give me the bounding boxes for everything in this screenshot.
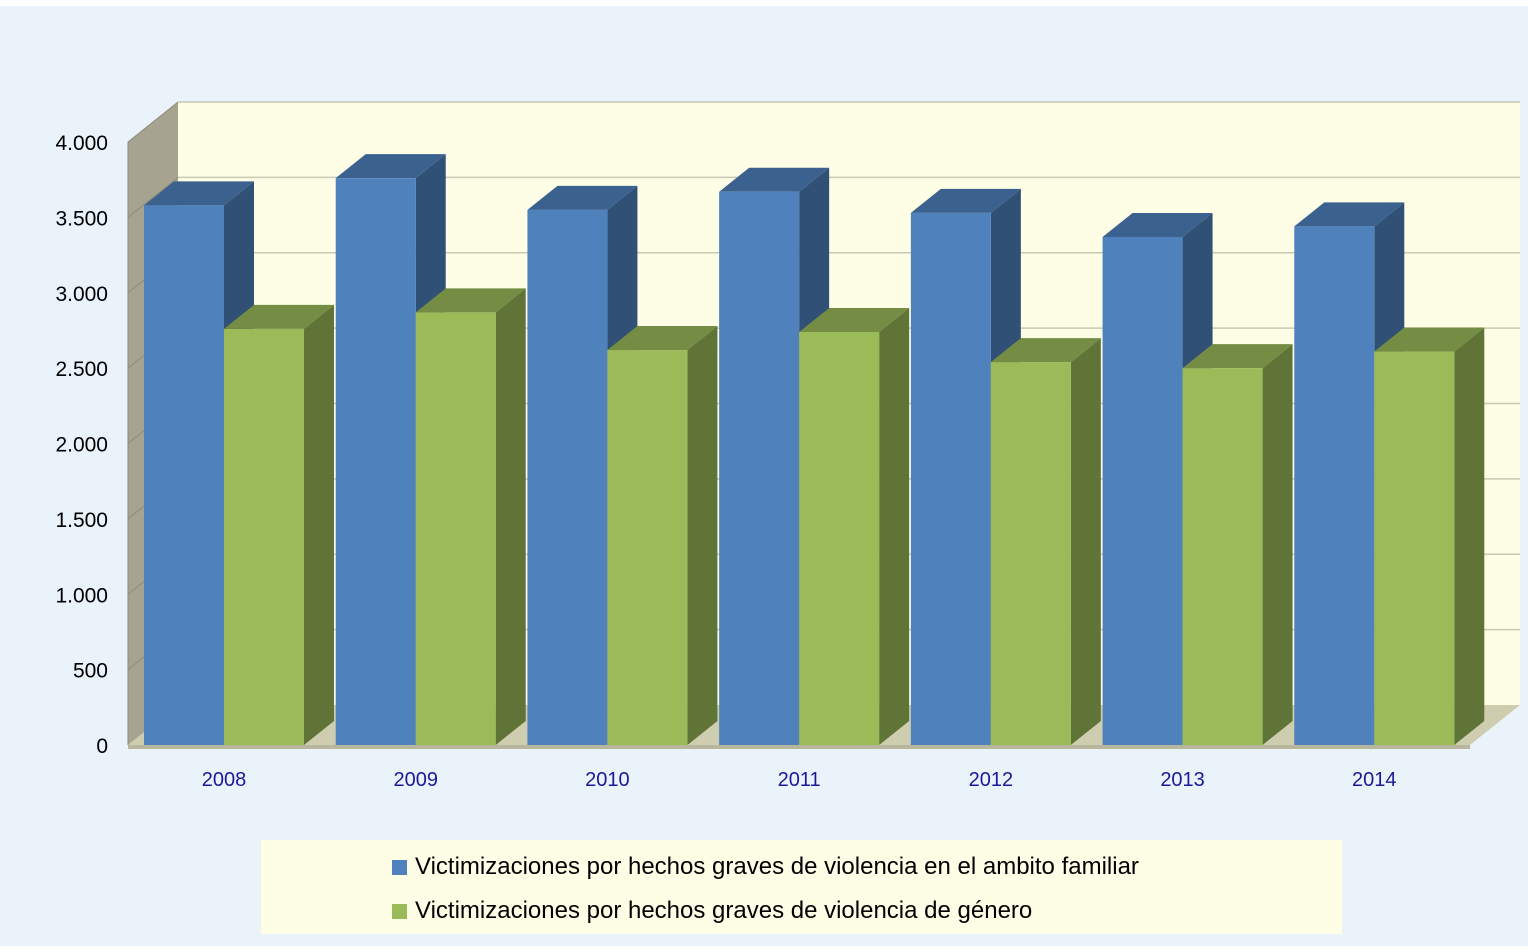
y-tick-label: 2.500 bbox=[55, 358, 108, 381]
bar-side bbox=[304, 304, 334, 745]
bar-front bbox=[1294, 226, 1375, 746]
legend-item-genero: Victimizaciones por hechos graves de vio… bbox=[392, 896, 1032, 926]
legend-label-familiar: Victimizaciones por hechos graves de vio… bbox=[415, 853, 1139, 880]
bar-front bbox=[144, 205, 224, 745]
gridline-side bbox=[127, 176, 179, 218]
y-tick-label: 3.000 bbox=[55, 283, 108, 306]
bar-top bbox=[799, 307, 910, 332]
bar-front bbox=[224, 328, 304, 745]
bar-top bbox=[1374, 327, 1485, 352]
y-tick-label: 2.000 bbox=[55, 434, 108, 457]
y-tick-label: 1.500 bbox=[55, 509, 108, 532]
legend: Victimizaciones por hechos graves de vio… bbox=[261, 840, 1342, 934]
bar-side bbox=[495, 288, 526, 745]
bar-front bbox=[415, 312, 496, 745]
bar-side bbox=[1070, 338, 1101, 745]
bar-side bbox=[1454, 327, 1485, 745]
bar-top bbox=[527, 185, 638, 210]
bar-front bbox=[990, 362, 1071, 745]
bar-genero-2010 bbox=[607, 326, 718, 745]
bar-top bbox=[1102, 212, 1213, 237]
bar-front bbox=[607, 350, 688, 745]
x-tick-label: 2014 bbox=[1352, 769, 1397, 791]
bar-top bbox=[719, 167, 830, 192]
y-tick-label: 500 bbox=[73, 660, 108, 683]
chart-floor-edge bbox=[128, 745, 1470, 749]
legend-item-familiar: Victimizaciones por hechos graves de vio… bbox=[392, 852, 1139, 882]
bar-front bbox=[335, 178, 416, 745]
x-tick-label: 2013 bbox=[1160, 769, 1205, 791]
bar-front bbox=[527, 209, 608, 745]
legend-label-genero: Victimizaciones por hechos graves de vio… bbox=[415, 897, 1033, 924]
x-tick-label: 2009 bbox=[393, 769, 438, 791]
y-tick-label: 3.500 bbox=[55, 207, 108, 230]
chart-area: 0 500 1.000 1.500 2.000 2.500 3.000 3.500 4.000 … bbox=[0, 6, 1528, 946]
bar-front bbox=[1182, 368, 1263, 745]
y-tick-label: 4.000 bbox=[55, 132, 108, 155]
x-tick-label: 2011 bbox=[778, 769, 821, 791]
legend-swatch-familiar bbox=[392, 859, 407, 875]
chart-plot: 05001.0001.5002.0002.5003.0003.5004.000 … bbox=[55, 101, 1520, 791]
y-tick-label: 0 bbox=[96, 735, 108, 758]
bar-front bbox=[910, 212, 991, 746]
bar-top bbox=[1294, 202, 1405, 227]
bar-top bbox=[1182, 344, 1293, 369]
bar-top bbox=[415, 288, 526, 313]
bar-top bbox=[335, 154, 446, 179]
legend-swatch-genero bbox=[392, 903, 407, 919]
bar-side bbox=[1262, 344, 1293, 745]
bar-front bbox=[1102, 236, 1183, 745]
bar-genero-2014 bbox=[1374, 327, 1485, 745]
bar-front bbox=[719, 191, 800, 745]
bar-genero-2009 bbox=[415, 288, 526, 745]
bar-front bbox=[1374, 351, 1455, 745]
bar-top bbox=[910, 188, 1021, 213]
bar-top bbox=[224, 304, 334, 329]
bar-top bbox=[990, 338, 1101, 363]
gridline-side bbox=[127, 101, 179, 143]
y-tick-label: 1.000 bbox=[55, 584, 108, 607]
bar-top bbox=[607, 326, 718, 351]
x-tick-label: 2008 bbox=[202, 769, 247, 791]
bar-side bbox=[687, 326, 718, 745]
bar-side bbox=[879, 307, 910, 745]
bar-genero-2011 bbox=[799, 307, 910, 745]
x-tick-label: 2010 bbox=[585, 769, 630, 791]
bar-genero-2008 bbox=[224, 304, 334, 745]
bar-genero-2012 bbox=[990, 338, 1101, 745]
bar-front bbox=[799, 331, 880, 745]
x-tick-label: 2012 bbox=[969, 769, 1014, 791]
bar-genero-2013 bbox=[1182, 344, 1293, 745]
bar-top bbox=[144, 181, 254, 206]
